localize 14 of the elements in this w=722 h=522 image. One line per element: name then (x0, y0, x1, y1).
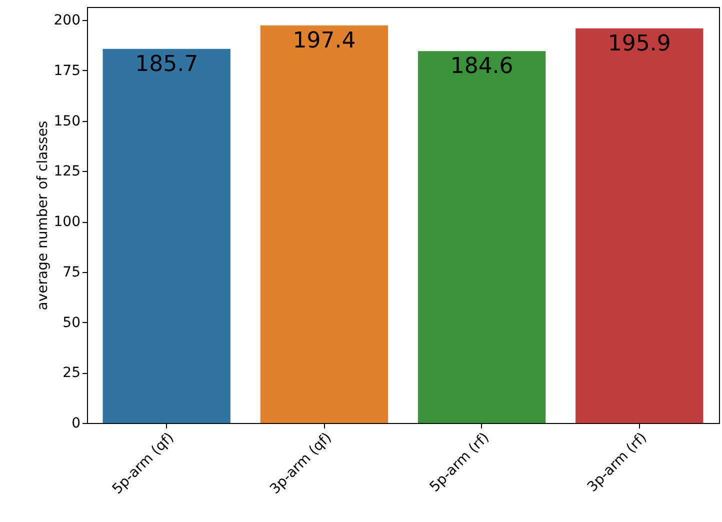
y-tick-label: 125 (54, 164, 80, 180)
y-tick-label: 175 (54, 62, 80, 79)
y-tick-label: 200 (54, 12, 80, 29)
y-tick-label: 100 (54, 214, 80, 230)
data-label: 184.6 (450, 54, 514, 80)
y-axis-title: average number of classes (34, 120, 51, 310)
data-label: 185.7 (135, 52, 198, 77)
y-tick-label: 150 (54, 113, 80, 130)
data-label: 195.9 (608, 31, 671, 56)
y-tick-label: 50 (62, 314, 80, 331)
y-tick-label: 75 (62, 264, 80, 280)
y-tick-label: 0 (72, 416, 80, 432)
data-label: 197.4 (292, 28, 356, 54)
y-tick-label: 25 (62, 365, 80, 382)
